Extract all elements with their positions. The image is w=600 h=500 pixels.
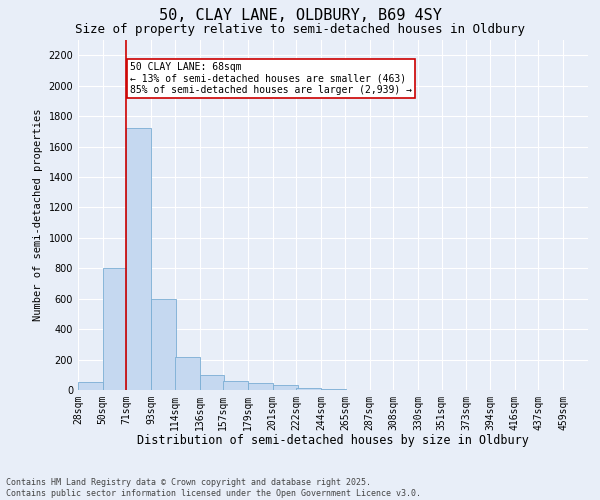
Bar	[200, 375, 224, 390]
Y-axis label: Number of semi-detached properties: Number of semi-detached properties	[33, 109, 43, 322]
Text: Size of property relative to semi-detached houses in Oldbury: Size of property relative to semi-detach…	[75, 22, 525, 36]
Bar	[321, 389, 346, 390]
Text: 50, CLAY LANE, OLDBURY, B69 4SY: 50, CLAY LANE, OLDBURY, B69 4SY	[158, 8, 442, 22]
Text: Contains HM Land Registry data © Crown copyright and database right 2025.
Contai: Contains HM Land Registry data © Crown c…	[6, 478, 421, 498]
Bar	[127, 128, 151, 390]
Bar	[223, 381, 248, 390]
Bar	[273, 386, 298, 390]
Bar	[175, 356, 200, 390]
Text: 50 CLAY LANE: 68sqm
← 13% of semi-detached houses are smaller (463)
85% of semi-: 50 CLAY LANE: 68sqm ← 13% of semi-detach…	[130, 62, 412, 96]
Bar	[248, 383, 273, 390]
X-axis label: Distribution of semi-detached houses by size in Oldbury: Distribution of semi-detached houses by …	[137, 434, 529, 448]
Bar	[103, 268, 128, 390]
Bar	[151, 298, 176, 390]
Bar	[296, 388, 321, 390]
Bar	[78, 382, 103, 390]
